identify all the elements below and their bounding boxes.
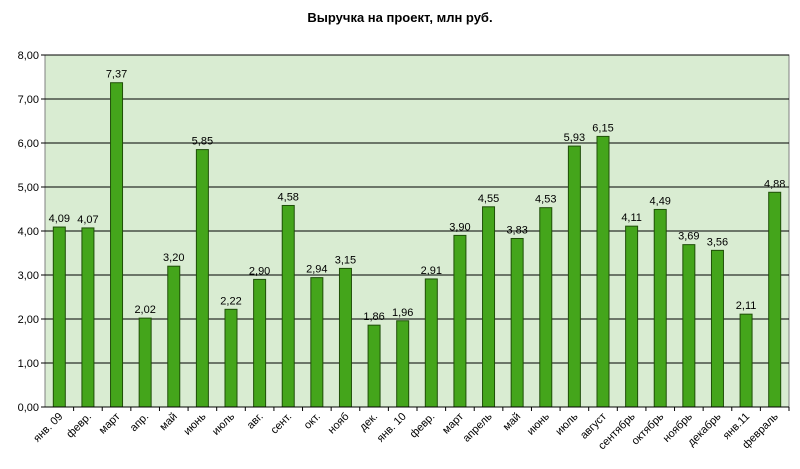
data-label: 7,37 (106, 69, 127, 81)
data-label: 3,90 (449, 221, 470, 233)
bar (482, 206, 496, 408)
data-label: 4,88 (764, 178, 785, 190)
x-tick-label: дек. (357, 411, 380, 434)
bar (224, 308, 238, 408)
data-label: 4,49 (650, 195, 671, 207)
data-label: 2,02 (134, 304, 155, 316)
data-label: 5,85 (192, 136, 213, 148)
x-tick-label: март (440, 411, 466, 437)
x-tick-label: февр. (64, 411, 94, 441)
bar (167, 265, 181, 408)
data-label: 3,20 (163, 252, 184, 264)
data-label: 1,86 (363, 311, 384, 323)
bar (424, 278, 438, 408)
data-label: 6,15 (592, 122, 613, 134)
data-label: 4,53 (535, 194, 556, 206)
data-label: 1,96 (392, 307, 413, 319)
y-tick-label: 5,00 (18, 182, 39, 194)
x-tick-label: окт. (302, 411, 323, 432)
x-tick-label: июнь (181, 410, 208, 437)
y-tick-label: 3,00 (18, 270, 39, 282)
y-tick-label: 6,00 (18, 138, 39, 150)
bar (653, 208, 667, 408)
x-tick-label: сент. (268, 411, 294, 437)
bar (396, 320, 410, 408)
data-label: 2,22 (220, 295, 241, 307)
data-label: 4,55 (478, 193, 499, 205)
x-tick-label: апр. (128, 411, 152, 435)
bar (710, 249, 724, 408)
data-label: 4,07 (77, 214, 98, 226)
x-tick-label: янв. 10 (375, 411, 409, 445)
data-label: 4,09 (49, 213, 70, 225)
data-label: 2,91 (421, 265, 442, 277)
bar (539, 207, 553, 408)
x-tick-label: май (157, 411, 180, 434)
bar (596, 135, 610, 408)
bar (281, 204, 295, 408)
x-tick-label: авг. (245, 411, 266, 432)
x-tick-label: июнь (525, 410, 552, 437)
x-tick-label: июль (210, 410, 237, 437)
y-tick-label: 1,00 (18, 358, 39, 370)
bar (195, 149, 209, 408)
data-labels: 4,09 4,07 7,37 2,02 3,20 5,85 2,22 2,90 4,58 2,94… (49, 69, 786, 323)
x-tick-label: июль (553, 410, 580, 437)
bar (253, 278, 267, 408)
data-label: 4,11 (621, 212, 642, 224)
x-tick-label: октябрь (629, 410, 666, 447)
bar (367, 324, 381, 408)
y-tick-label: 2,00 (18, 314, 39, 326)
bar (768, 191, 782, 408)
bar (110, 82, 124, 408)
x-tick-label: апрель (461, 410, 495, 444)
data-label: 4,58 (278, 191, 299, 203)
data-label: 5,93 (564, 132, 585, 144)
bar (682, 244, 696, 408)
data-label: 3,56 (707, 236, 728, 248)
x-tick-label: нояб (326, 411, 352, 437)
bar (81, 227, 95, 408)
bars (52, 82, 782, 408)
bar (739, 313, 753, 408)
data-label: 2,94 (306, 264, 327, 276)
bar (138, 317, 152, 408)
y-tick-label: 8,00 (18, 50, 39, 62)
bar (567, 145, 581, 408)
bar (310, 277, 324, 408)
data-label: 2,90 (249, 265, 270, 277)
data-label: 3,69 (678, 231, 699, 243)
chart-title: Выручка на проект, млн руб. (307, 10, 493, 25)
x-tick-label: янв. 09 (31, 411, 65, 445)
data-label: 3,15 (335, 254, 356, 266)
bar (625, 225, 639, 408)
bar (52, 226, 66, 408)
bar (510, 237, 524, 408)
x-tick-label: март (97, 411, 123, 437)
y-axis-ticks: 0,00 1,00 2,00 3,00 4,00 5,00 6,00 7,00 8,00 (18, 50, 45, 414)
x-tick-label: февр. (408, 411, 438, 441)
data-label: 2,11 (736, 300, 757, 312)
bar (453, 234, 467, 408)
bar (338, 267, 352, 408)
y-tick-label: 7,00 (18, 94, 39, 106)
y-tick-label: 4,00 (18, 226, 39, 238)
y-tick-label: 0,00 (18, 402, 39, 414)
data-label: 3,83 (506, 224, 527, 236)
x-tick-label: май (501, 411, 524, 434)
